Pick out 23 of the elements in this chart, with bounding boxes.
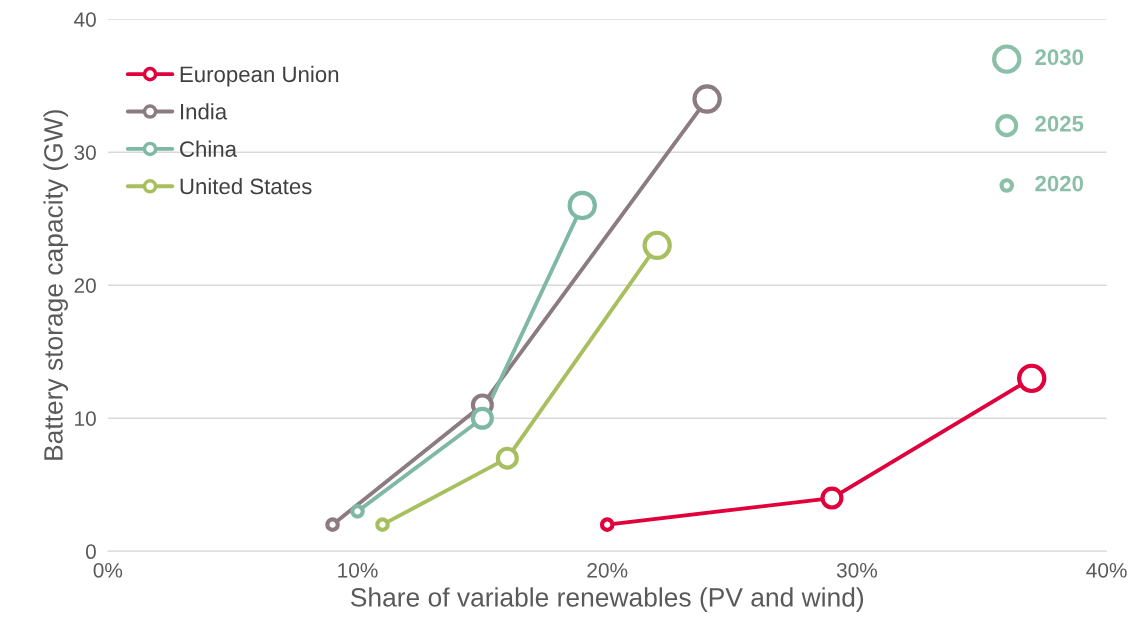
x-tick-label: 20% (587, 562, 628, 578)
annotation: 2025 (1035, 115, 1084, 132)
y-tick-label: 40 (74, 12, 96, 27)
point (470, 406, 494, 430)
x-tick-label: 10% (338, 562, 378, 578)
point (820, 486, 844, 510)
x-axis-title: Share of variable renewables (PV and wind) (351, 587, 864, 612)
y-tick-label: 20 (74, 278, 96, 293)
x-tick-label: 0% (93, 562, 123, 578)
point (995, 114, 1019, 138)
legend-label: European Union (180, 65, 339, 87)
y-tick-label: 30 (74, 145, 96, 160)
legend-label: United States (180, 177, 312, 195)
legend-label: India (180, 103, 228, 120)
annotation: 2020 (1035, 175, 1084, 192)
point (495, 446, 519, 470)
y-axis-title: Battery storage capacity (GW) (43, 110, 68, 460)
y-tick-label: 0 (85, 544, 96, 560)
y-tick-label: 10 (75, 411, 96, 427)
x-tick-label: 40% (1086, 562, 1127, 578)
annotation: 2030 (1035, 49, 1084, 66)
legend-label: China (180, 140, 237, 157)
x-tick-label: 30% (836, 562, 878, 578)
